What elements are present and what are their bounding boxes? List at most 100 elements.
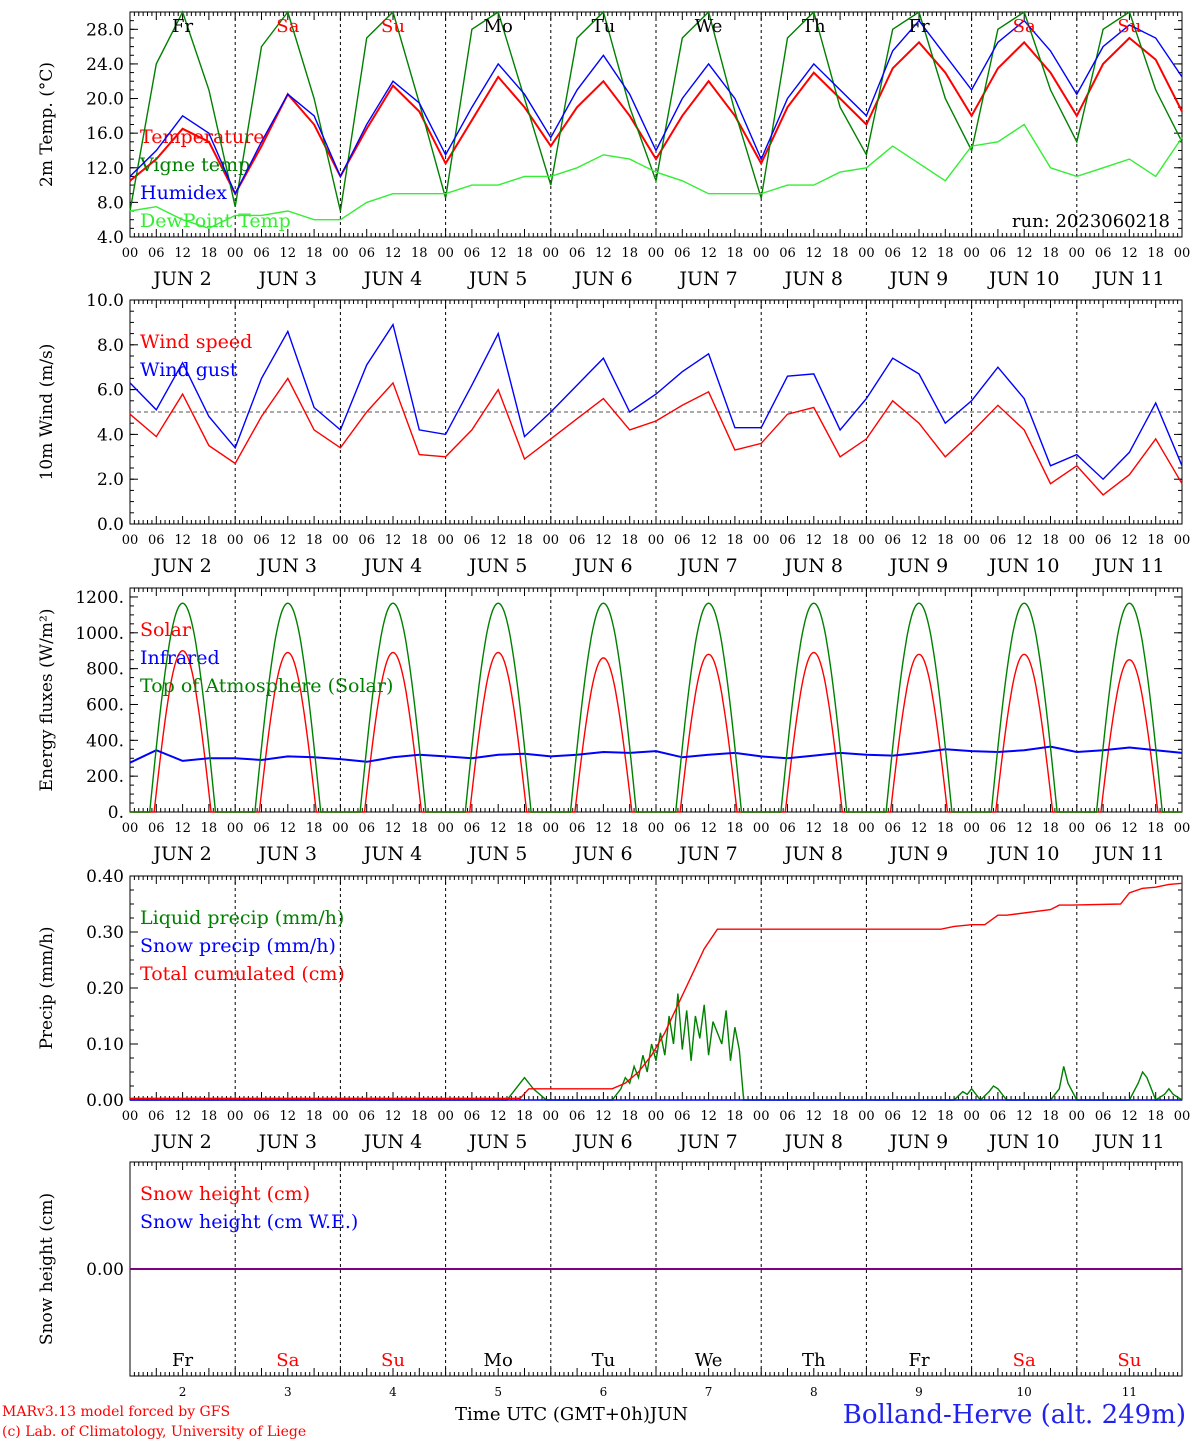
- day-tick-label: JUN 2: [151, 1131, 211, 1153]
- hour-tick-label: 06: [884, 246, 901, 261]
- station-label: Bolland-Herve (alt. 249m): [842, 1400, 1186, 1430]
- y-tick-label: 12.0: [86, 159, 124, 179]
- day-number-label: 7: [705, 1385, 713, 1399]
- hour-tick-label: 00: [543, 246, 560, 261]
- hour-tick-label: 00: [543, 1109, 560, 1124]
- hour-tick-label: 18: [832, 821, 849, 836]
- hour-tick-label: 12: [911, 821, 928, 836]
- hour-tick-label: 18: [516, 246, 533, 261]
- day-tick-label: JUN 5: [467, 268, 527, 290]
- legend-entry: Top of Atmosphere (Solar): [140, 675, 393, 697]
- day-tick-label: JUN 11: [1092, 268, 1164, 290]
- hour-tick-label: 12: [911, 533, 928, 548]
- hour-tick-label: 06: [148, 1109, 165, 1124]
- day-number-label: 10: [1017, 1385, 1032, 1399]
- day-tick-label: JUN 9: [888, 1131, 948, 1153]
- hour-tick-label: 06: [990, 1109, 1007, 1124]
- legend-entry: Infrared: [140, 647, 220, 669]
- hour-tick-label: 12: [1121, 1109, 1138, 1124]
- hour-tick-label: 00: [122, 821, 139, 836]
- day-tick-label: JUN 3: [257, 268, 317, 290]
- hour-tick-label: 00: [648, 246, 665, 261]
- hour-tick-label: 12: [174, 533, 191, 548]
- hour-tick-label: 18: [411, 533, 428, 548]
- hour-tick-label: 18: [621, 1109, 638, 1124]
- hour-tick-label: 18: [201, 533, 218, 548]
- day-tick-label: JUN 6: [572, 1131, 632, 1153]
- day-name-label: We: [695, 1350, 723, 1371]
- day-tick-label: JUN 4: [362, 268, 422, 290]
- hour-tick-label: 00: [648, 533, 665, 548]
- legend-entry: Snow precip (mm/h): [140, 935, 336, 957]
- hour-tick-label: 06: [1095, 533, 1112, 548]
- hour-tick-label: 12: [280, 1109, 297, 1124]
- day-name-label: Su: [1117, 16, 1141, 37]
- hour-tick-label: 00: [1069, 821, 1086, 836]
- hour-tick-label: 00: [227, 533, 244, 548]
- hour-tick-label: 12: [490, 821, 507, 836]
- legend-entry: Vigne temp: [139, 154, 250, 176]
- day-name-label: Sa: [1013, 1350, 1036, 1371]
- hour-tick-label: 06: [253, 821, 270, 836]
- hour-tick-label: 00: [648, 821, 665, 836]
- hour-tick-label: 06: [779, 246, 796, 261]
- hour-tick-label: 18: [411, 821, 428, 836]
- hour-tick-label: 12: [490, 246, 507, 261]
- hour-tick-label: 00: [753, 821, 770, 836]
- hour-tick-label: 12: [1121, 821, 1138, 836]
- day-tick-label: JUN 9: [888, 268, 948, 290]
- hour-tick-label: 12: [700, 821, 717, 836]
- hour-tick-label: 06: [148, 246, 165, 261]
- y-tick-label: 1200.: [75, 588, 124, 608]
- day-tick-label: JUN 4: [362, 1131, 422, 1153]
- hour-tick-label: 12: [385, 533, 402, 548]
- hour-tick-label: 12: [280, 533, 297, 548]
- day-number-label: 3: [284, 1385, 292, 1399]
- legend-entry: Wind speed: [140, 331, 252, 353]
- legend-entry: Humidex: [140, 182, 227, 204]
- day-tick-label: JUN 3: [257, 1131, 317, 1153]
- day-name-label: Mo: [484, 1350, 513, 1371]
- hour-tick-label: 00: [1069, 1109, 1086, 1124]
- hour-tick-label: 18: [937, 821, 954, 836]
- y-axis-label: 2m Temp. (°C): [37, 62, 57, 187]
- series-line-1: [129, 322, 1183, 481]
- panel-energy: 0. 200. 400. 600. 800. 1000. 1200. Energy fluxe…: [37, 587, 1191, 865]
- hour-tick-label: 00: [753, 1109, 770, 1124]
- day-number-label: 5: [494, 1385, 502, 1399]
- hour-tick-label: 12: [595, 246, 612, 261]
- hour-tick-label: 00: [858, 821, 875, 836]
- hour-tick-label: 06: [674, 533, 691, 548]
- day-name-label: Th: [802, 1350, 826, 1371]
- hour-tick-label: 12: [490, 1109, 507, 1124]
- hour-tick-label: 00: [1174, 533, 1191, 548]
- footer-credits: MARv3.13 model forced by GFS (c) Lab. of…: [2, 1402, 306, 1442]
- hour-tick-label: 00: [437, 246, 454, 261]
- hour-tick-label: 18: [832, 246, 849, 261]
- hour-tick-label: 12: [1016, 1109, 1033, 1124]
- day-tick-label: JUN 4: [362, 555, 422, 577]
- y-tick-label: 10.0: [86, 291, 124, 311]
- day-name-label: Fr: [172, 16, 193, 37]
- day-number-label: 6: [600, 1385, 608, 1399]
- y-axis-label: 10m Wind (m/s): [37, 344, 57, 481]
- legend-entry: DewPoint Temp: [140, 210, 291, 232]
- hour-tick-label: 00: [1174, 821, 1191, 836]
- hour-tick-label: 12: [700, 1109, 717, 1124]
- panel-snow: 0.00 Snow height (cm) Snow height (cm) Snow…: [37, 1161, 1183, 1399]
- day-name-label: We: [695, 16, 723, 37]
- day-tick-label: JUN 7: [677, 843, 737, 865]
- hour-tick-label: 12: [595, 533, 612, 548]
- hour-tick-label: 18: [1147, 821, 1164, 836]
- hour-tick-label: 18: [516, 1109, 533, 1124]
- hour-tick-label: 12: [595, 821, 612, 836]
- y-tick-label: 4.0: [97, 425, 124, 445]
- y-tick-label: 0.: [108, 803, 124, 823]
- day-tick-label: JUN 10: [987, 268, 1059, 290]
- hour-tick-label: 00: [332, 821, 349, 836]
- hour-tick-label: 12: [911, 1109, 928, 1124]
- hour-tick-label: 00: [963, 821, 980, 836]
- day-tick-label: JUN 8: [783, 268, 843, 290]
- y-tick-label: 1000.: [75, 624, 124, 644]
- day-tick-label: JUN 11: [1092, 843, 1164, 865]
